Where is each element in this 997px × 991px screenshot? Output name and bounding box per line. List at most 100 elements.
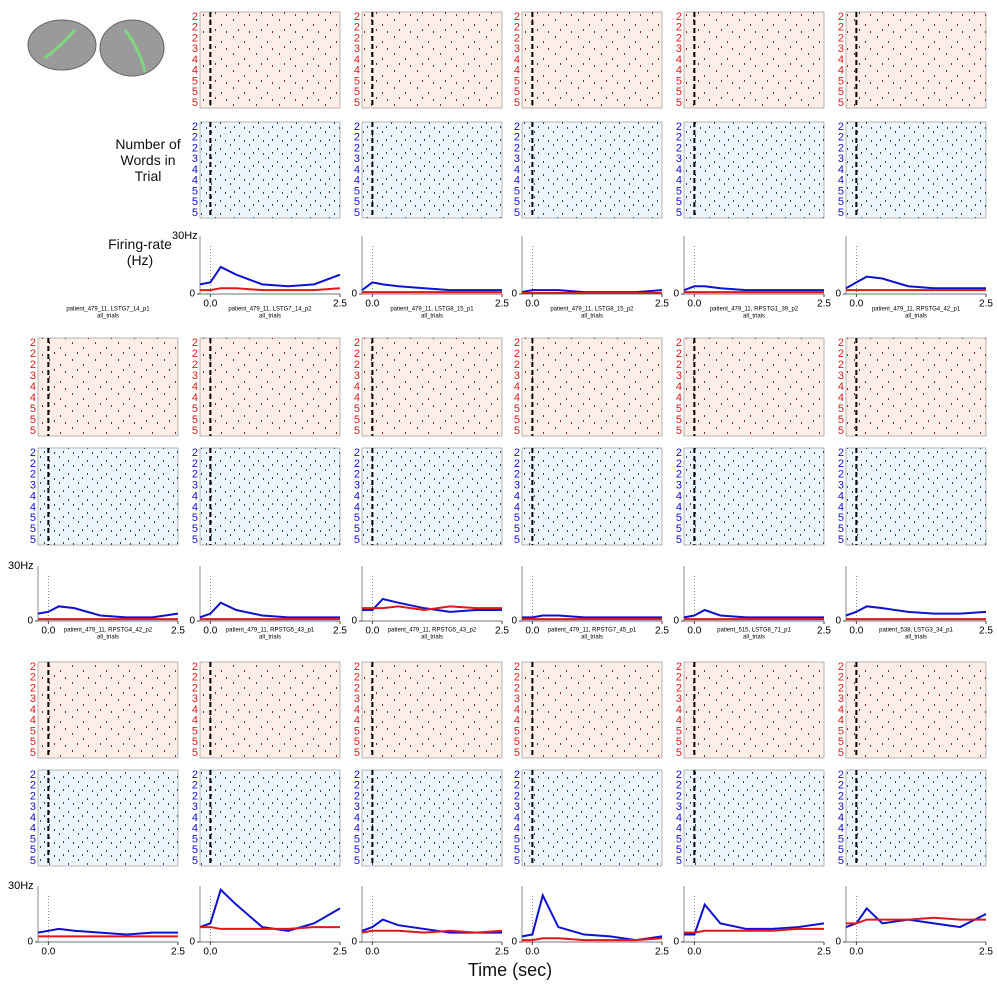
raster-spikes — [362, 12, 502, 108]
rate-line — [683, 608, 824, 619]
raster-tick-label: 2 — [676, 682, 682, 694]
raster-tick-label: 4 — [192, 501, 198, 513]
rate-line — [200, 287, 341, 292]
raster-tick-label: 5 — [838, 196, 844, 208]
raster-tick-label: 4 — [354, 392, 360, 404]
raster-tick-label: 2 — [192, 121, 198, 133]
raster-tick-label: 2 — [676, 121, 682, 133]
raster-tick-label: 2 — [514, 458, 520, 470]
raster-tick-label: 2 — [838, 142, 844, 154]
raster-tick-label: 2 — [514, 682, 520, 694]
raster-tick-label: 4 — [676, 704, 682, 716]
raster-tick-label: 5 — [838, 207, 844, 219]
panel-title: patient_479_11, LSTG7_14_p1 — [66, 307, 150, 313]
x-tick-label: 2.5 — [655, 299, 669, 310]
scale-label: 30Hz — [172, 230, 198, 242]
raster-tick-label: 5 — [838, 534, 844, 546]
raster-tick-label: 5 — [676, 523, 682, 535]
raster-tick-label: 2 — [514, 22, 520, 34]
raster-tick-label: 5 — [676, 725, 682, 737]
raster-tick-label: 4 — [514, 164, 520, 176]
scale-label: 30Hz — [8, 880, 34, 892]
y-tick-label: 0 — [27, 616, 33, 627]
raster-tick-label: 5 — [838, 844, 844, 856]
raster-tick-label: 3 — [676, 480, 682, 492]
raster-tick-label: 5 — [354, 725, 360, 737]
y-tick-label: 0 — [511, 937, 517, 948]
panel-subtitle: all_trials — [581, 635, 603, 641]
raster-tick-label: 4 — [354, 704, 360, 716]
raster-tick-label: 2 — [514, 337, 520, 349]
raster-tick-label: 2 — [514, 132, 520, 144]
raster-tick-label: 4 — [838, 54, 844, 66]
raster-tick-label: 4 — [192, 392, 198, 404]
rate-line — [361, 281, 502, 292]
raster-tick-label: 3 — [192, 480, 198, 492]
rate-line — [522, 937, 663, 942]
raster-tick-label: 3 — [192, 43, 198, 55]
raster-tick-label: 4 — [30, 812, 36, 824]
raster-tick-label: 5 — [192, 512, 198, 524]
x-tick-label: 0.0 — [365, 299, 379, 310]
raster-tick-label: 2 — [192, 359, 198, 371]
raster-tick-label: 3 — [514, 370, 520, 382]
raster-tick-label: 5 — [354, 86, 360, 98]
raster-tick-label: 4 — [514, 715, 520, 727]
raster-tick-label: 2 — [354, 121, 360, 133]
y-tick-label: 0 — [189, 289, 195, 300]
raster-tick-label: 5 — [676, 425, 682, 437]
raster-tick-label: 4 — [514, 812, 520, 824]
panel-subtitle: all_trials — [905, 314, 927, 320]
raster-spikes — [522, 338, 662, 436]
raster-tick-label: 3 — [354, 370, 360, 382]
raster-tick-label: 5 — [30, 523, 36, 535]
raster-tick-label: 5 — [514, 855, 520, 867]
raster-tick-label: 2 — [30, 348, 36, 360]
raster-tick-label: 2 — [192, 661, 198, 673]
raster-tick-label: 2 — [192, 469, 198, 481]
raster-spikes — [846, 12, 986, 108]
raster-tick-label: 5 — [838, 725, 844, 737]
raster-tick-label: 4 — [354, 715, 360, 727]
raster-tick-label: 5 — [354, 97, 360, 109]
raster-tick-label: 5 — [514, 207, 520, 219]
raster-tick-label: 5 — [676, 736, 682, 748]
raster-tick-label: 5 — [514, 75, 520, 87]
raster-tick-label: 2 — [514, 447, 520, 459]
x-tick-label: 0.0 — [687, 947, 701, 958]
raster-tick-label: 4 — [514, 54, 520, 66]
raster-tick-label: 5 — [30, 414, 36, 426]
rate-label: Firing-rate (Hz) — [108, 236, 172, 268]
raster-tick-label: 2 — [192, 337, 198, 349]
raster-tick-label: 5 — [354, 207, 360, 219]
raster-tick-label: 4 — [514, 501, 520, 513]
raster-tick-label: 4 — [514, 490, 520, 502]
raster-spikes — [38, 662, 178, 758]
y-tick-label: 0 — [673, 289, 679, 300]
raster-tick-label: 3 — [354, 43, 360, 55]
raster-tick-label: 2 — [676, 11, 682, 23]
raster-spikes — [200, 122, 340, 218]
raster-spikes — [846, 448, 986, 545]
raster-tick-label: 4 — [354, 175, 360, 187]
rate-line — [845, 605, 987, 617]
raster-tick-label: 3 — [354, 801, 360, 813]
rate-line — [521, 892, 663, 942]
panel-title: patient_479_11, RPSTG4_42_p1 — [872, 307, 961, 313]
raster-tick-label: 4 — [192, 823, 198, 835]
raster-tick-label: 5 — [192, 844, 198, 856]
raster-tick-label: 2 — [676, 672, 682, 684]
raster-tick-label: 3 — [192, 693, 198, 705]
raster-tick-label: 3 — [514, 693, 520, 705]
panel-title: patient_538, LSTG3_34_p1 — [879, 628, 953, 634]
x-tick-label: 0.0 — [849, 299, 863, 310]
raster-tick-label: 2 — [354, 780, 360, 792]
raster-tick-label: 5 — [838, 736, 844, 748]
raster-tick-label: 5 — [192, 747, 198, 759]
raster-tick-label: 5 — [30, 747, 36, 759]
raster-tick-label: 5 — [838, 86, 844, 98]
raster-tick-label: 2 — [514, 32, 520, 44]
raster-tick-label: 5 — [354, 844, 360, 856]
raster-tick-label: 5 — [676, 414, 682, 426]
raster-tick-label: 5 — [514, 86, 520, 98]
